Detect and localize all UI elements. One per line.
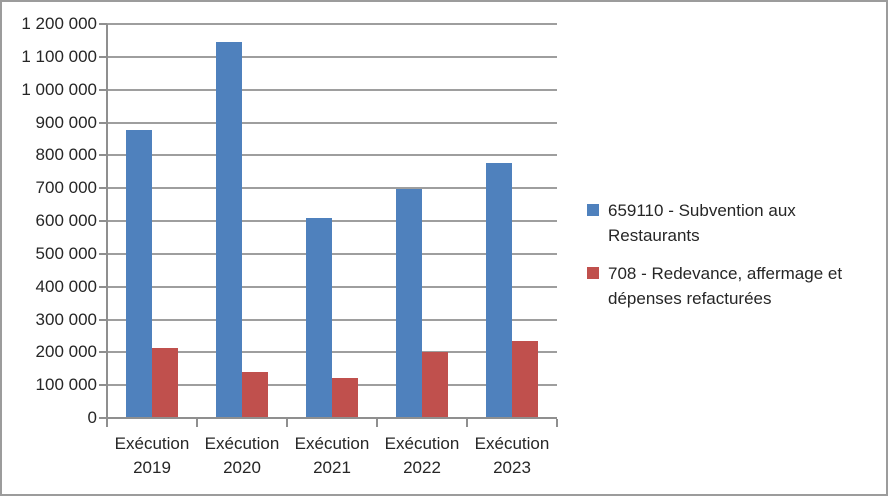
bar-subvention-2019[interactable] [126, 130, 152, 417]
y-axis-label: 1 000 000 [21, 79, 97, 99]
bar-subvention-2020[interactable] [216, 42, 242, 417]
bar-redevance-2023[interactable] [512, 341, 538, 417]
x-axis-label-line1: Exécution [204, 434, 280, 453]
y-axis-tick [99, 88, 107, 91]
x-axis-tick [376, 419, 378, 427]
bar-redevance-2019[interactable] [152, 348, 178, 417]
legend-entry-redevance[interactable]: 708 - Redevance, affermage et dépenses r… [587, 261, 885, 311]
gridline [107, 23, 557, 25]
y-axis-label: 100 000 [35, 375, 97, 395]
legend-swatch-subvention [587, 204, 599, 216]
x-axis-tick [556, 419, 558, 427]
chart-legend: 659110 - Subvention aux Restaurants 708 -… [587, 198, 885, 324]
x-axis-label-line2: 2019 [133, 458, 171, 477]
y-axis-tick [99, 252, 107, 255]
x-axis-label: Exécution 2021 [272, 432, 392, 480]
x-axis-label: Exécution 2019 [92, 432, 212, 480]
gridline [107, 187, 557, 190]
gridline [107, 121, 557, 124]
x-axis-tick [286, 419, 288, 427]
x-axis-label-line2: 2023 [493, 458, 531, 477]
y-axis-label: 600 000 [35, 211, 97, 230]
x-axis-tick [466, 419, 468, 427]
y-axis-tick [99, 384, 107, 387]
legend-label-subvention: 659110 - Subvention aux Restaurants [608, 201, 796, 245]
x-axis-label-line2: 2020 [223, 458, 261, 477]
gridline [107, 55, 557, 58]
x-axis-tick [196, 419, 198, 427]
legend-entry-subvention[interactable]: 659110 - Subvention aux Restaurants [587, 198, 885, 248]
x-axis-label-line1: Exécution [474, 434, 550, 453]
legend-label-redevance: 708 - Redevance, affermage et dépenses r… [608, 264, 843, 308]
x-axis-label-line1: Exécution [114, 434, 190, 453]
legend-swatch-redevance [587, 267, 599, 279]
bar-subvention-2023[interactable] [486, 163, 512, 417]
bar-subvention-2021[interactable] [306, 218, 332, 417]
y-axis-label: 300 000 [35, 309, 97, 329]
gridline [107, 318, 557, 321]
y-axis-label: 0 [87, 408, 97, 427]
bar-redevance-2022[interactable] [422, 352, 448, 417]
gridline [107, 154, 557, 157]
y-axis-tick [99, 285, 107, 288]
y-axis-label: 1 100 000 [21, 46, 97, 66]
y-axis-label: 800 000 [35, 145, 97, 165]
x-axis-tick [106, 419, 108, 427]
x-axis-line [99, 417, 557, 419]
x-axis-label: Exécution 2020 [182, 432, 302, 480]
gridline [107, 285, 557, 288]
y-axis-label: 700 000 [35, 178, 97, 198]
y-axis-tick [99, 154, 107, 157]
x-axis-label: Exécution 2022 [362, 432, 482, 480]
y-axis-tick [99, 121, 107, 124]
y-axis-tick [99, 187, 107, 190]
bar-redevance-2021[interactable] [332, 378, 358, 417]
x-axis-label-line2: 2022 [403, 458, 441, 477]
bar-redevance-2020[interactable] [242, 372, 268, 417]
gridline [107, 220, 557, 222]
y-axis-tick [99, 220, 107, 222]
x-axis-label-line1: Exécution [384, 434, 460, 453]
gridline [107, 252, 557, 255]
y-axis-line [106, 24, 108, 420]
gridline [107, 351, 557, 354]
bar-subvention-2022[interactable] [396, 189, 422, 417]
y-axis-tick [99, 351, 107, 354]
y-axis-label: 400 000 [35, 276, 97, 296]
x-axis-label-line1: Exécution [294, 434, 370, 453]
x-axis-label-line2: 2021 [313, 458, 351, 477]
gridline [107, 88, 557, 91]
y-axis-tick [99, 55, 107, 58]
y-axis-tick [99, 318, 107, 321]
y-axis-label: 1 200 000 [21, 14, 97, 33]
y-axis-label: 200 000 [35, 342, 97, 362]
x-axis-label: Exécution 2023 [452, 432, 572, 480]
y-axis-label: 500 000 [35, 243, 97, 263]
y-axis-tick [99, 23, 107, 25]
y-axis-label: 900 000 [35, 112, 97, 132]
